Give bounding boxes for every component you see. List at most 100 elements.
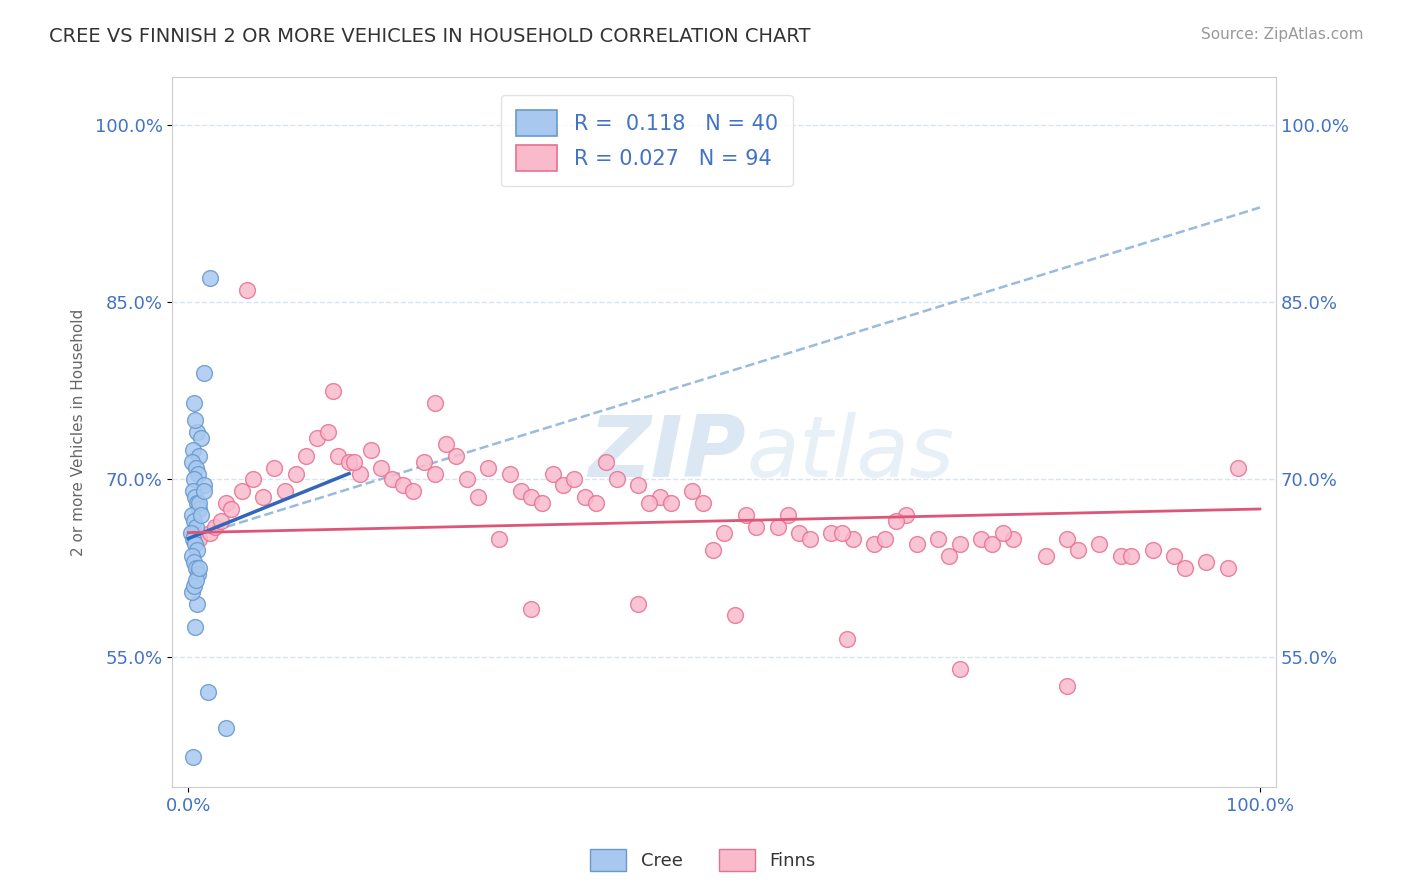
- Point: [183, 514, 205, 528]
- Point: [724, 608, 747, 623]
- Point: [183, 525, 205, 540]
- Point: [231, 484, 253, 499]
- Point: [391, 478, 413, 492]
- Point: [184, 561, 207, 575]
- Legend: R =  0.118   N = 40, R = 0.027   N = 94: R = 0.118 N = 40, R = 0.027 N = 94: [501, 95, 793, 186]
- Point: [337, 455, 360, 469]
- Point: [467, 490, 489, 504]
- Point: [180, 508, 202, 522]
- Y-axis label: 2 or more Vehicles in Household: 2 or more Vehicles in Household: [72, 309, 86, 556]
- Point: [360, 442, 382, 457]
- Point: [184, 573, 207, 587]
- Point: [183, 579, 205, 593]
- Point: [184, 490, 207, 504]
- Point: [938, 549, 960, 564]
- Point: [1121, 549, 1143, 564]
- Point: [1088, 537, 1111, 551]
- Point: [553, 478, 575, 492]
- Point: [180, 584, 202, 599]
- Point: [181, 484, 204, 499]
- Point: [236, 283, 259, 297]
- Point: [215, 721, 238, 735]
- Point: [349, 467, 371, 481]
- Point: [1056, 679, 1078, 693]
- Point: [188, 496, 211, 510]
- Point: [180, 455, 202, 469]
- Point: [627, 597, 650, 611]
- Point: [263, 460, 285, 475]
- Point: [927, 532, 949, 546]
- Point: [181, 750, 204, 764]
- Point: [446, 449, 468, 463]
- Point: [190, 431, 212, 445]
- Point: [509, 484, 531, 499]
- Point: [252, 490, 274, 504]
- Point: [837, 632, 859, 646]
- Point: [1067, 543, 1090, 558]
- Point: [274, 484, 297, 499]
- Point: [659, 496, 682, 510]
- Point: [1195, 555, 1218, 569]
- Point: [219, 502, 242, 516]
- Point: [1174, 561, 1197, 575]
- Point: [186, 425, 208, 439]
- Point: [187, 567, 209, 582]
- Text: atlas: atlas: [747, 412, 955, 495]
- Point: [949, 537, 972, 551]
- Point: [820, 525, 842, 540]
- Point: [713, 525, 735, 540]
- Point: [423, 467, 446, 481]
- Point: [193, 478, 215, 492]
- Point: [183, 395, 205, 409]
- Point: [423, 395, 446, 409]
- Point: [981, 537, 1004, 551]
- Point: [520, 490, 543, 504]
- Point: [322, 384, 344, 398]
- Point: [184, 460, 207, 475]
- Point: [734, 508, 756, 522]
- Point: [181, 532, 204, 546]
- Point: [186, 597, 208, 611]
- Point: [187, 467, 209, 481]
- Point: [198, 271, 221, 285]
- Point: [562, 472, 585, 486]
- Point: [896, 508, 918, 522]
- Point: [434, 437, 457, 451]
- Point: [1227, 460, 1250, 475]
- Point: [183, 555, 205, 569]
- Point: [328, 449, 350, 463]
- Text: CREE VS FINNISH 2 OR MORE VEHICLES IN HOUSEHOLD CORRELATION CHART: CREE VS FINNISH 2 OR MORE VEHICLES IN HO…: [49, 27, 811, 45]
- Point: [197, 685, 219, 699]
- Point: [316, 425, 339, 439]
- Point: [1142, 543, 1164, 558]
- Point: [595, 455, 617, 469]
- Point: [606, 472, 628, 486]
- Point: [186, 543, 208, 558]
- Point: [638, 496, 661, 510]
- Point: [1163, 549, 1185, 564]
- Point: [183, 472, 205, 486]
- Point: [799, 532, 821, 546]
- Point: [541, 467, 564, 481]
- Point: [198, 525, 221, 540]
- Point: [1002, 532, 1025, 546]
- Point: [184, 519, 207, 533]
- Point: [181, 442, 204, 457]
- Point: [456, 472, 478, 486]
- Point: [841, 532, 863, 546]
- Point: [242, 472, 264, 486]
- Point: [402, 484, 425, 499]
- Point: [343, 455, 366, 469]
- Point: [1216, 561, 1239, 575]
- Point: [188, 561, 211, 575]
- Point: [186, 496, 208, 510]
- Point: [1035, 549, 1057, 564]
- Point: [184, 413, 207, 427]
- Point: [949, 662, 972, 676]
- Point: [188, 449, 211, 463]
- Point: [745, 519, 768, 533]
- Point: [702, 543, 724, 558]
- Text: ZIP: ZIP: [589, 412, 747, 495]
- Point: [681, 484, 703, 499]
- Legend: Cree, Finns: Cree, Finns: [583, 842, 823, 879]
